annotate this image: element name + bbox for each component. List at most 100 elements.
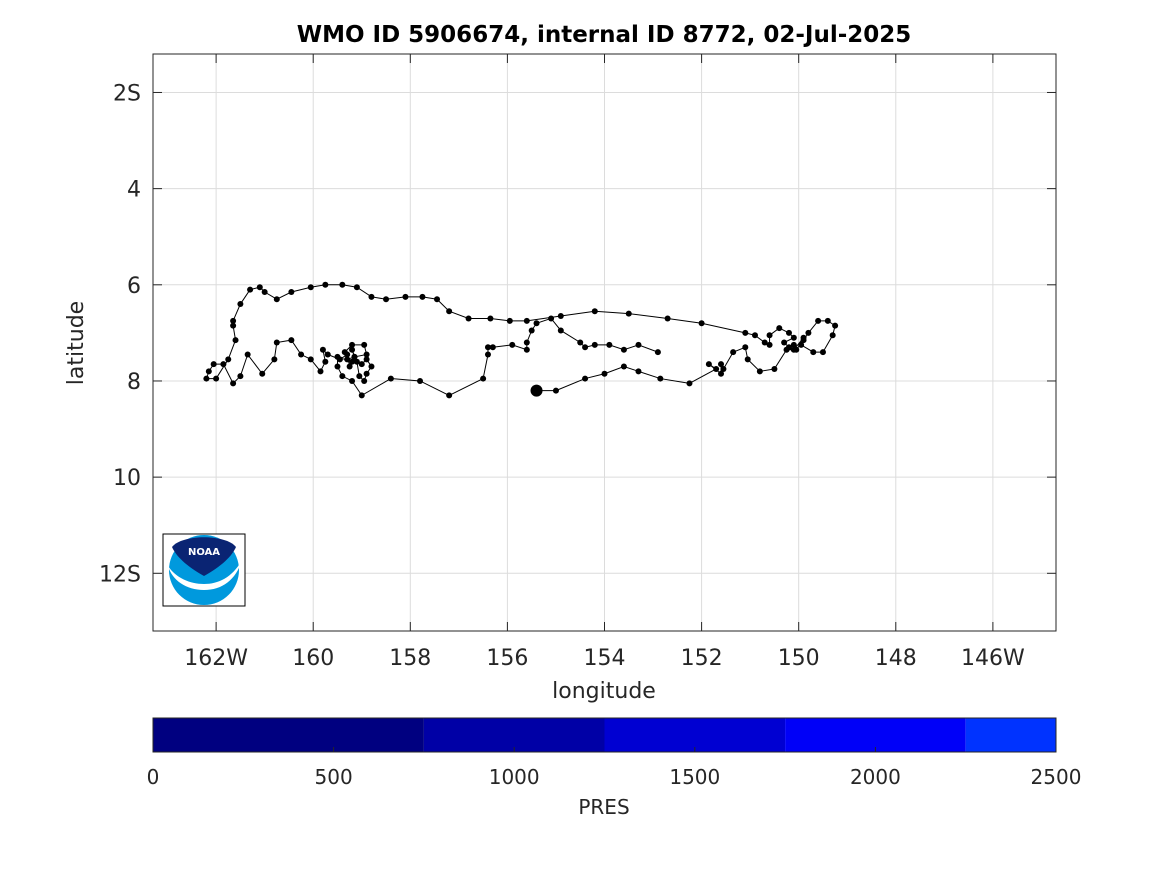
- track-point: [664, 315, 671, 322]
- track-point: [557, 313, 564, 320]
- track-point: [353, 284, 360, 291]
- track-point: [220, 361, 227, 368]
- track-point: [635, 368, 642, 375]
- track-point: [686, 380, 693, 387]
- track-point: [766, 332, 773, 339]
- track-point: [552, 387, 559, 394]
- track-point: [824, 317, 831, 324]
- track-point: [259, 370, 266, 377]
- colorbar: 0 500 1000 1500 2000 2500 PRES: [147, 717, 1082, 819]
- track-point: [761, 339, 768, 346]
- last-position-marker: [530, 384, 543, 397]
- track-point: [798, 341, 805, 348]
- track-point: [606, 341, 613, 348]
- track-point: [298, 351, 305, 358]
- colorbar-tick-label: 500: [315, 765, 353, 789]
- track-point: [705, 361, 712, 368]
- track-point: [805, 329, 812, 336]
- track-point: [819, 349, 826, 356]
- colorbar-tick-label: 2000: [850, 765, 901, 789]
- colorbar-ticks: 0 500 1000 1500 2000 2500: [147, 747, 1082, 789]
- y-tick-label: 2S: [113, 81, 141, 106]
- y-tick-label: 12S: [99, 562, 141, 587]
- x-tick-label: 150: [778, 646, 820, 671]
- x-tick-label: 156: [486, 646, 528, 671]
- track-point: [368, 293, 375, 300]
- noaa-logo: NOAA: [162, 533, 246, 607]
- logo-bird-shape: [168, 560, 242, 590]
- track-point: [557, 327, 564, 334]
- track-point: [317, 368, 324, 375]
- track-point: [307, 356, 314, 363]
- track-point: [506, 317, 513, 324]
- track-point: [363, 370, 370, 377]
- track-point: [346, 363, 353, 370]
- track-point: [307, 284, 314, 291]
- x-tick-label: 160: [292, 646, 334, 671]
- track-point: [256, 284, 263, 291]
- y-tick-label: 4: [127, 178, 141, 203]
- track-point: [766, 341, 773, 348]
- track-point: [815, 317, 822, 324]
- track-point: [800, 334, 807, 341]
- track-point: [625, 310, 632, 317]
- x-tick-label: 162W: [184, 646, 248, 671]
- track-point: [237, 373, 244, 380]
- track-point: [368, 363, 375, 370]
- track-point: [288, 337, 295, 344]
- track-point: [533, 320, 540, 327]
- x-tick-label: 152: [681, 646, 723, 671]
- track-point: [582, 344, 589, 351]
- y-tick-label: 10: [113, 466, 141, 491]
- track-point: [591, 308, 598, 315]
- track-point: [213, 375, 220, 382]
- track-point: [322, 358, 329, 365]
- track-point: [361, 341, 368, 348]
- track-point: [322, 281, 329, 288]
- track-point: [484, 344, 491, 351]
- track-point: [620, 363, 627, 370]
- track-point: [244, 351, 251, 358]
- x-axis-label: longitude: [552, 679, 656, 704]
- colorbar-segment: [785, 718, 966, 752]
- x-tick-label: 158: [389, 646, 431, 671]
- track-point: [402, 293, 409, 300]
- track-point: [465, 315, 472, 322]
- track-point: [273, 339, 280, 346]
- track-point: [698, 320, 705, 327]
- colorbar-tick-label: 0: [147, 765, 160, 789]
- track-point: [230, 380, 237, 387]
- y-axis-label: latitude: [64, 301, 89, 385]
- colorbar-label: PRES: [578, 795, 629, 819]
- track-point: [363, 356, 370, 363]
- colorbar-frame: [152, 717, 1057, 753]
- track-point: [620, 346, 627, 353]
- track-point: [434, 296, 441, 303]
- track-point: [356, 373, 363, 380]
- track-point: [744, 356, 751, 363]
- track-point: [230, 317, 237, 324]
- track-point: [271, 356, 278, 363]
- y-tick-label: 6: [127, 274, 141, 299]
- track-point: [363, 351, 370, 358]
- track-point: [210, 361, 217, 368]
- track-point: [577, 339, 584, 346]
- track-point: [446, 392, 453, 399]
- track-point: [654, 349, 661, 356]
- track-point: [344, 356, 351, 363]
- track-point: [237, 301, 244, 308]
- x-tick-label: 146W: [961, 646, 1025, 671]
- colorbar-tick-label: 2500: [1031, 765, 1082, 789]
- track-point: [361, 377, 368, 384]
- track-point: [230, 322, 237, 329]
- track-point: [742, 329, 749, 336]
- track-point: [273, 296, 280, 303]
- logo-text: NOAA: [188, 547, 220, 558]
- track-point: [713, 365, 720, 372]
- track-point: [288, 289, 295, 296]
- track-point: [781, 339, 788, 346]
- track-point: [349, 346, 356, 353]
- track-point: [601, 370, 608, 377]
- track-point: [783, 346, 790, 353]
- colorbar-segment: [965, 718, 1056, 752]
